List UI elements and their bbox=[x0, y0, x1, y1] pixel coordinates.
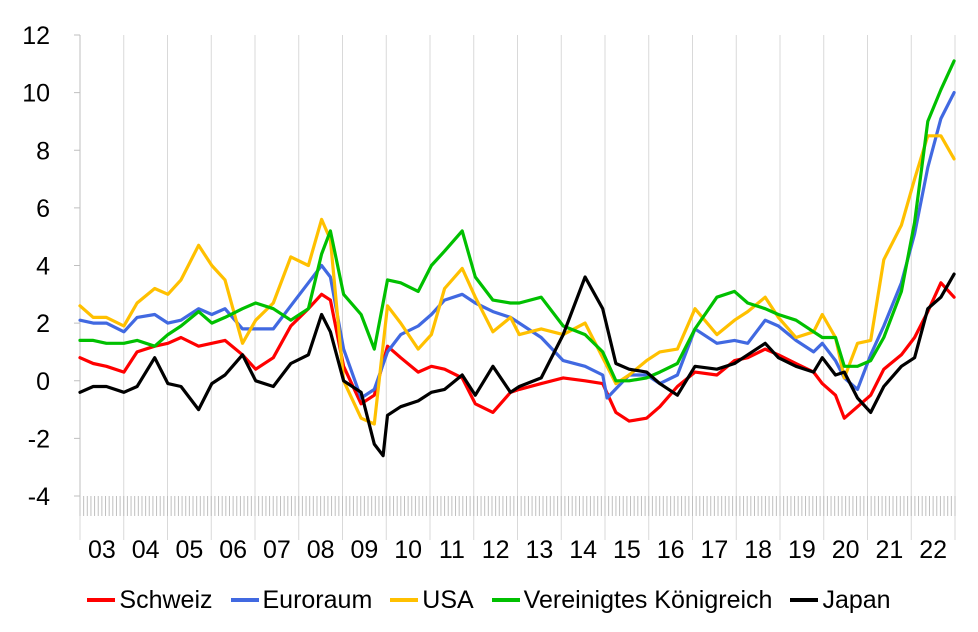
x-tick-label: 13 bbox=[525, 536, 553, 564]
x-tick-label: 07 bbox=[263, 536, 291, 564]
x-gridlines bbox=[79, 35, 956, 540]
legend-item: Euroraum bbox=[230, 585, 373, 615]
legend-label: Vereinigtes Königreich bbox=[523, 585, 773, 614]
legend-swatch bbox=[87, 598, 116, 602]
x-tick-label: 10 bbox=[394, 536, 422, 564]
legend-item: Vereinigtes Königreich bbox=[491, 585, 773, 615]
series-lines bbox=[78, 59, 956, 458]
legend-item: USA bbox=[390, 585, 474, 615]
x-tick-label: 22 bbox=[919, 536, 947, 564]
line-chart: -4 -2 0 2 4 6 8 10 12 03 04 05 06 07 08 09 10 11 12 13 14 15… bbox=[22, 22, 956, 564]
legend-label: Euroraum bbox=[262, 585, 373, 614]
x-tick-label: 12 bbox=[482, 536, 510, 564]
x-tick-label: 14 bbox=[569, 536, 597, 564]
y-tick-label: -4 bbox=[28, 483, 50, 511]
legend-swatch bbox=[230, 598, 259, 602]
x-tick-label: 17 bbox=[700, 536, 728, 564]
x-tick-label: 08 bbox=[307, 536, 335, 564]
x-tick-label: 11 bbox=[439, 536, 465, 564]
y-tick-label: 8 bbox=[36, 137, 50, 165]
y-tick-label: 12 bbox=[22, 22, 50, 50]
x-tick-label: 20 bbox=[832, 536, 860, 564]
x-tick-label: 03 bbox=[88, 536, 116, 564]
legend: Schweiz Euroraum USA Vereinigtes Königreich… bbox=[0, 580, 978, 620]
series-line bbox=[78, 59, 956, 383]
x-tick-label: 09 bbox=[350, 536, 378, 564]
y-tick-label: 10 bbox=[22, 80, 50, 108]
series-line bbox=[78, 272, 956, 458]
legend-swatch bbox=[491, 598, 520, 602]
y-tick-label: 6 bbox=[36, 195, 50, 223]
legend-label: Japan bbox=[822, 585, 891, 614]
x-axis-tick-labels: 03 04 05 06 07 08 09 10 11 12 13 14 15 16 17 18 19 20 21 22 bbox=[88, 536, 947, 564]
legend-label: USA bbox=[422, 585, 474, 614]
legend-label: Schweiz bbox=[119, 585, 213, 614]
legend-swatch bbox=[790, 598, 819, 602]
y-tick-label: 2 bbox=[36, 310, 50, 338]
x-tick-label: 04 bbox=[132, 536, 160, 564]
x-tick-label: 18 bbox=[744, 536, 772, 564]
y-tick-label: -2 bbox=[28, 425, 50, 453]
x-tick-label: 06 bbox=[219, 536, 247, 564]
x-tick-label: 21 bbox=[875, 536, 903, 564]
x-tick-label: 15 bbox=[613, 536, 641, 564]
x-minor-ticks bbox=[79, 496, 956, 516]
y-tick-label: 4 bbox=[36, 253, 50, 281]
x-tick-label: 19 bbox=[788, 536, 816, 564]
legend-item: Schweiz bbox=[87, 585, 213, 615]
legend-swatch bbox=[390, 598, 419, 602]
x-tick-label: 16 bbox=[657, 536, 685, 564]
series-line bbox=[78, 134, 956, 426]
x-tick-label: 05 bbox=[175, 536, 203, 564]
y-tick-label: 0 bbox=[36, 368, 50, 396]
y-axis-ticks: -4 -2 0 2 4 6 8 10 12 bbox=[22, 22, 80, 511]
legend-item: Japan bbox=[790, 585, 891, 615]
